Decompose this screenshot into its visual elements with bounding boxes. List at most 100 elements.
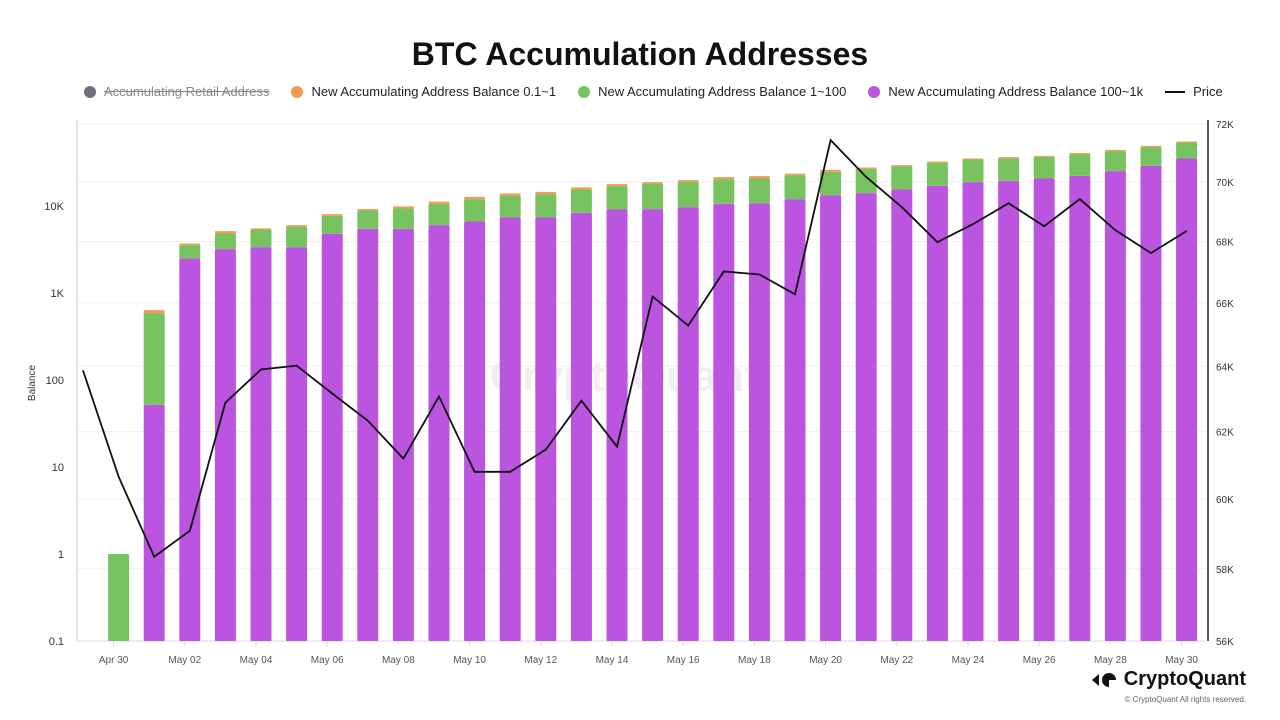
bar-new-accumulating-address-balance-1-100 <box>250 229 272 248</box>
bar-new-accumulating-address-balance-0-1-1 <box>1069 152 1091 155</box>
bar-new-accumulating-address-balance-0-1-1 <box>428 201 450 204</box>
bar-new-accumulating-address-balance-100-1k <box>321 233 343 641</box>
bar-new-accumulating-address-balance-0-1-1 <box>642 182 664 184</box>
bar-new-accumulating-address-balance-0-1-1 <box>998 157 1020 159</box>
bar-new-accumulating-address-balance-0-1-1 <box>570 187 592 190</box>
legend-item-price[interactable]: Price <box>1165 84 1223 99</box>
bar-new-accumulating-address-balance-1-100 <box>1104 151 1126 172</box>
x-axis-tick-label: May 28 <box>1094 655 1127 666</box>
bar-new-accumulating-address-balance-1-100 <box>428 203 450 226</box>
bar-new-accumulating-address-balance-100-1k <box>926 185 948 641</box>
bar-new-accumulating-address-balance-0-1-1 <box>250 228 272 230</box>
left-axis-tick-label: 10K <box>44 201 64 213</box>
price-point <box>474 471 476 473</box>
copyright: © CryptoQuant All rights reserved. <box>1124 695 1247 704</box>
x-axis-tick-label: May 02 <box>168 655 201 666</box>
bar-new-accumulating-address-balance-1-100 <box>357 210 379 229</box>
legend-item-balance-100-1k[interactable]: New Accumulating Address Balance 100~1k <box>868 84 1143 99</box>
logo-icon <box>1091 672 1116 687</box>
cryptoquant-logo: CryptoQuant <box>1090 668 1246 691</box>
price-point <box>189 530 191 532</box>
right-axis-tick-label: 72K <box>1216 120 1234 131</box>
bar-new-accumulating-address-balance-0-1-1 <box>321 214 343 216</box>
left-axis-tick-label: 10 <box>52 462 64 474</box>
bar-new-accumulating-address-balance-0-1-1 <box>820 169 842 172</box>
bar-new-accumulating-address-balance-1-100 <box>855 168 877 194</box>
left-axis-tick-label: 1K <box>51 288 65 300</box>
bar-new-accumulating-address-balance-1-100 <box>677 181 699 208</box>
bar-new-accumulating-address-balance-0-1-1 <box>677 180 699 182</box>
bar-new-accumulating-address-balance-0-1-1 <box>286 225 308 227</box>
bar-new-accumulating-address-balance-1-100 <box>891 166 913 190</box>
bar-new-accumulating-address-balance-1-100 <box>713 179 735 204</box>
left-axis-tick-label: 1 <box>58 549 64 561</box>
price-point <box>402 458 404 460</box>
right-axis-tick-label: 66K <box>1216 299 1234 310</box>
price-point <box>260 369 262 371</box>
legend-dot-icon <box>578 85 591 98</box>
bar-new-accumulating-address-balance-100-1k <box>392 228 414 641</box>
bar-new-accumulating-address-balance-100-1k <box>642 209 664 642</box>
bar-new-accumulating-address-balance-1-100 <box>392 208 414 229</box>
legend-item-retail[interactable]: Accumulating Retail Address <box>84 84 269 99</box>
bar-new-accumulating-address-balance-0-1-1 <box>1033 155 1055 157</box>
right-axis-tick-label: 60K <box>1216 495 1234 506</box>
x-axis-tick-label: May 12 <box>524 655 557 666</box>
price-line <box>82 138 1188 559</box>
bar-new-accumulating-address-balance-100-1k <box>891 189 913 641</box>
bar-new-accumulating-address-balance-100-1k <box>855 193 877 641</box>
price-point <box>367 420 369 422</box>
legend-label: Accumulating Retail Address <box>104 84 270 99</box>
bar-new-accumulating-address-balance-0-1-1 <box>855 167 877 169</box>
bar-new-accumulating-address-balance-1-100 <box>570 189 592 213</box>
bar-new-accumulating-address-balance-0-1-1 <box>535 191 557 195</box>
price-point <box>758 274 760 276</box>
bar-new-accumulating-address-balance-1-100 <box>535 194 557 218</box>
bar-new-accumulating-address-balance-100-1k <box>286 247 308 641</box>
bar-new-accumulating-address-balance-100-1k <box>1176 158 1198 642</box>
legend-item-balance-1-100[interactable]: New Accumulating Address Balance 1~100 <box>578 84 846 99</box>
chart-title: BTC Accumulation Addresses <box>411 36 869 72</box>
price-point <box>1114 229 1116 231</box>
price-point <box>118 476 120 478</box>
bar-new-accumulating-address-balance-100-1k <box>570 212 592 641</box>
price-point <box>723 270 725 272</box>
price-point <box>438 395 440 397</box>
bar-new-accumulating-address-balance-0-1-1 <box>713 177 735 180</box>
bar-new-accumulating-address-balance-0-1-1 <box>784 173 806 176</box>
x-axis-tick-label: May 06 <box>311 655 344 666</box>
legend-item-balance-0-1[interactable]: New Accumulating Address Balance 0.1~1 <box>291 84 556 99</box>
bar-new-accumulating-address-balance-100-1k <box>784 199 806 641</box>
x-axis-tick-label: May 08 <box>382 655 415 666</box>
bar-new-accumulating-address-balance-100-1k <box>677 207 699 641</box>
bar-new-accumulating-address-balance-1-100 <box>820 171 842 196</box>
bar-new-accumulating-address-balance-1-100 <box>642 183 664 210</box>
legend-dot-icon <box>291 85 304 98</box>
legend: Accumulating Retail Address New Accumula… <box>84 84 1245 99</box>
legend-dot-icon <box>84 85 96 98</box>
price-point <box>1079 198 1081 200</box>
x-axis-tick-label: May 16 <box>667 655 700 666</box>
bar-new-accumulating-address-balance-0-1-1 <box>962 158 984 160</box>
bar-new-accumulating-address-balance-1-100 <box>1033 156 1055 179</box>
bar-new-accumulating-address-balance-1-100 <box>108 554 130 641</box>
bar-new-accumulating-address-balance-100-1k <box>606 209 628 642</box>
right-axis-tick-label: 58K <box>1216 565 1234 576</box>
x-axis-tick-label: May 20 <box>809 655 842 666</box>
bar-new-accumulating-address-balance-1-100 <box>926 162 948 186</box>
right-axis-tick-label: 56K <box>1216 637 1234 648</box>
price-point <box>1008 202 1010 204</box>
legend-dot-icon <box>868 85 881 98</box>
bar-new-accumulating-address-balance-1-100 <box>1176 142 1198 159</box>
legend-label: New Accumulating Address Balance 100~1k <box>888 84 1144 99</box>
bar-new-accumulating-address-balance-1-100 <box>464 199 486 222</box>
x-axis-tick-label: May 18 <box>738 655 771 666</box>
bar-new-accumulating-address-balance-0-1-1 <box>748 176 770 179</box>
price-point <box>687 325 689 327</box>
bar-new-accumulating-address-balance-0-1-1 <box>1176 141 1198 143</box>
x-axis-tick-label: May 30 <box>1165 655 1198 666</box>
bar-new-accumulating-address-balance-100-1k <box>143 404 165 641</box>
bar-new-accumulating-address-balance-1-100 <box>1069 154 1091 176</box>
price-point <box>901 206 903 208</box>
